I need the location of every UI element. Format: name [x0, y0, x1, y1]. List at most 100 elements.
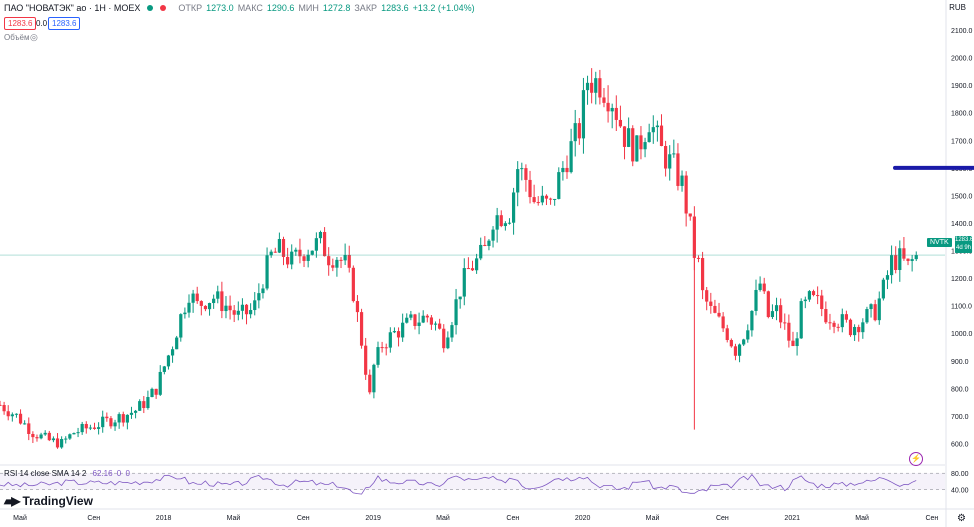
candle-body [306, 254, 310, 261]
candle-body [84, 423, 88, 429]
candle-body [577, 123, 581, 139]
candle-body [746, 330, 750, 340]
candle-body [844, 314, 848, 320]
candle-body [401, 322, 405, 338]
candle-body [495, 215, 499, 230]
candle-body [705, 290, 709, 302]
sell-button[interactable]: 1283.6 [4, 17, 37, 30]
candle-body [327, 256, 331, 266]
candle-body [224, 305, 228, 312]
candle-body [179, 314, 183, 338]
candle-body [692, 216, 696, 258]
rsi-value: 62.16 [92, 469, 113, 478]
candle-body [249, 310, 253, 315]
candle-body [64, 438, 68, 440]
candle-body [294, 249, 298, 252]
y-tick-label: 1200.0 [951, 276, 973, 283]
candle-body [39, 434, 43, 439]
volume-label[interactable]: Объём [4, 33, 30, 42]
candle-body [146, 397, 150, 409]
candle-body [820, 295, 824, 310]
candle-body [277, 239, 281, 253]
candle-body [602, 97, 606, 103]
gear-icon[interactable]: ⚙ [957, 513, 966, 524]
candle-body [158, 371, 162, 395]
candle-body [380, 347, 384, 349]
candle-body [524, 168, 528, 180]
y-tick-label: 1900.0 [951, 83, 973, 90]
candle-body [409, 314, 413, 318]
candle-body [688, 213, 692, 217]
candle-body [232, 310, 236, 315]
candle-body [639, 135, 643, 150]
candle-body [651, 127, 655, 133]
candle-body [359, 312, 364, 346]
candle-body [914, 255, 918, 260]
candle-body [655, 125, 659, 128]
last-price-tag: 1283.6 4d 9h [955, 236, 973, 253]
candle-body [544, 195, 549, 199]
candle-body [314, 238, 318, 251]
candle-body [417, 322, 421, 326]
currency-label[interactable]: RUB [949, 3, 966, 12]
tradingview-logo[interactable]: ▰▶ TradingView [4, 494, 93, 508]
candle-body [717, 312, 721, 317]
candle-body [51, 438, 56, 441]
candle-body [43, 432, 47, 435]
y-tick-label: 1700.0 [951, 138, 973, 145]
candle-body [125, 414, 129, 423]
buy-button[interactable]: 1283.6 [48, 17, 81, 30]
candle-body [27, 423, 31, 434]
candle-body [516, 169, 520, 193]
candle-body [565, 167, 569, 173]
candle-body [203, 305, 208, 310]
candle-body [269, 251, 273, 256]
candle-body [421, 315, 425, 323]
candle-body [240, 304, 245, 311]
eye-hidden-icon[interactable]: ◎ [30, 32, 38, 42]
rsi-level-label: 80.00 [951, 471, 969, 478]
candle-body [183, 312, 187, 315]
candle-body [0, 404, 2, 406]
candle-body [384, 347, 388, 349]
close-label: ЗАКР [354, 3, 378, 13]
candle-body [372, 364, 376, 393]
spread-value: 0.0 [36, 19, 48, 28]
candle-body [298, 249, 302, 257]
candle-body [553, 198, 557, 200]
candle-body [791, 340, 795, 347]
candle-body [742, 339, 746, 345]
candle-body [581, 90, 586, 139]
lightning-icon[interactable]: ⚡ [909, 452, 923, 466]
candle-body [894, 255, 898, 270]
rsi-band [0, 473, 945, 490]
candle-body [47, 432, 51, 441]
symbol-title: ПАО "НОВАТЭК" ао · 1Н · MOEX [4, 3, 141, 13]
y-tick-label: 1500.0 [951, 193, 973, 200]
x-tick-label: Сен [716, 515, 729, 522]
x-tick-label: Сен [87, 515, 100, 522]
candle-body [6, 411, 10, 417]
candle-body [187, 302, 191, 313]
candle-body [664, 146, 668, 169]
candle-body [68, 434, 72, 439]
candle-body [840, 314, 844, 328]
candle-body [696, 257, 701, 259]
candle-body [286, 256, 290, 265]
candle-body [885, 275, 890, 280]
candle-body [281, 239, 286, 257]
candle-body [142, 401, 146, 409]
brand-name: TradingView [22, 494, 93, 508]
candle-body [97, 427, 101, 429]
candle-body [824, 309, 828, 323]
candle-body [680, 175, 684, 186]
candle-body [910, 259, 914, 261]
candle-body [195, 293, 199, 302]
candle-body [754, 289, 758, 311]
candle-body [647, 132, 651, 143]
candle-body [807, 291, 812, 300]
candle-body [76, 432, 80, 434]
candle-body [676, 153, 680, 186]
x-tick-label: Сен [506, 515, 519, 522]
